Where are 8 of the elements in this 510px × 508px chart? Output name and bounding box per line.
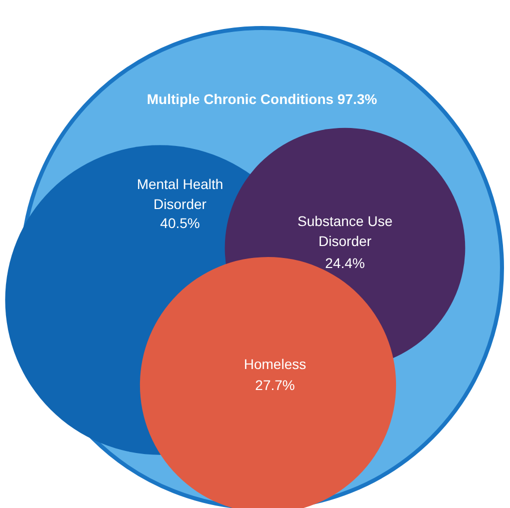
category-label: Substance Use Disorder xyxy=(298,212,393,249)
data-label: 40.5% xyxy=(160,214,200,231)
category-label: Multiple Chronic Conditions xyxy=(146,90,334,107)
category-label: Homeless xyxy=(244,356,306,372)
category-label: Mental Health Disorder xyxy=(136,176,224,212)
data-label: 24.4% xyxy=(325,254,365,271)
data-label: 97.3% xyxy=(337,90,378,107)
data-label: 27.7% xyxy=(255,376,295,393)
